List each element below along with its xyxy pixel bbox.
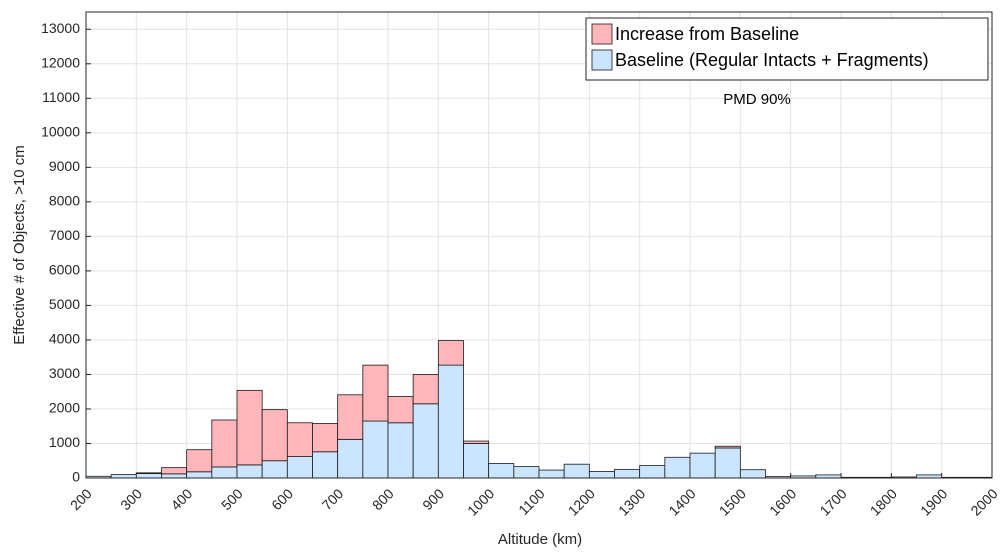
x-tick-label: 1400: [665, 485, 698, 518]
y-tick-label: 6000: [49, 262, 80, 278]
x-tick-label: 1200: [565, 485, 598, 518]
x-tick-label: 1500: [716, 485, 749, 518]
y-tick-label: 0: [72, 469, 80, 485]
legend-swatch: [591, 23, 613, 45]
bar: [437, 340, 464, 366]
bar: [513, 466, 540, 479]
legend-swatch: [591, 49, 613, 71]
x-tick-label: 200: [67, 485, 95, 513]
x-tick-label: 1900: [917, 485, 950, 518]
y-tick-label: 8000: [49, 193, 80, 209]
bar: [362, 364, 389, 422]
y-tick-label: 12000: [41, 54, 80, 70]
axes-box: [85, 11, 993, 479]
bar: [135, 472, 162, 474]
x-tick-label: 1000: [464, 485, 497, 518]
y-tick-label: 1000: [49, 434, 80, 450]
y-tick-label: 4000: [49, 331, 80, 347]
bar: [463, 440, 490, 444]
x-tick-label: 500: [218, 485, 246, 513]
y-tick-label: 10000: [41, 124, 80, 140]
bar: [236, 389, 263, 466]
bar: [211, 419, 238, 468]
bar: [387, 396, 414, 424]
bar: [689, 452, 716, 479]
y-axis-label: Effective # of Objects, >10 cm: [11, 145, 28, 344]
bar: [161, 473, 188, 479]
bar: [236, 464, 263, 479]
bar: [135, 473, 162, 479]
x-tick-label: 700: [319, 485, 347, 513]
bar: [714, 447, 741, 479]
x-axis-label: Altitude (km): [498, 531, 582, 548]
bar: [312, 451, 339, 479]
x-tick-label: 900: [419, 485, 447, 513]
bar: [211, 466, 238, 479]
x-tick-label: 400: [168, 485, 196, 513]
bar: [261, 409, 288, 462]
bar: [337, 438, 364, 479]
bar: [412, 403, 439, 479]
bar: [286, 422, 313, 457]
bar: [387, 422, 414, 479]
bar: [337, 394, 364, 440]
x-tick-label: 1100: [515, 485, 548, 518]
bar: [664, 456, 691, 479]
bar: [362, 420, 389, 479]
y-tick-label: 7000: [49, 227, 80, 243]
bar: [261, 460, 288, 479]
bar: [463, 443, 490, 479]
bar: [739, 469, 766, 479]
bar: [563, 463, 590, 479]
bar: [412, 374, 439, 405]
y-tick-label: 2000: [49, 400, 80, 416]
legend-label: Increase from Baseline: [615, 24, 799, 44]
y-tick-label: 3000: [49, 365, 80, 381]
x-tick-label: 1600: [766, 485, 799, 518]
x-tick-label: 1300: [615, 485, 648, 518]
x-tick-label: 300: [117, 485, 145, 513]
bar: [588, 471, 615, 479]
x-tick-label: 1700: [816, 485, 849, 518]
bar: [161, 467, 188, 475]
bar: [186, 449, 213, 473]
x-tick-label: 800: [369, 485, 397, 513]
bar: [186, 471, 213, 479]
x-tick-label: 1800: [867, 485, 900, 518]
bar: [437, 364, 464, 479]
x-tick-label: 2000: [967, 485, 1000, 518]
bar: [312, 423, 339, 453]
bar: [538, 469, 565, 479]
bar: [110, 474, 137, 479]
x-tick-label: 600: [268, 485, 296, 513]
y-tick-label: 13000: [41, 20, 80, 36]
bar: [488, 463, 515, 479]
bar: [286, 456, 313, 479]
y-tick-label: 5000: [49, 296, 80, 312]
bar: [614, 468, 641, 479]
bar: [714, 445, 741, 449]
y-tick-label: 9000: [49, 158, 80, 174]
bar: [639, 465, 666, 479]
y-tick-label: 11000: [42, 89, 80, 105]
annotation: PMD 90%: [723, 91, 791, 108]
legend-box: [585, 17, 989, 81]
legend-label: Baseline (Regular Intacts + Fragments): [615, 50, 929, 70]
